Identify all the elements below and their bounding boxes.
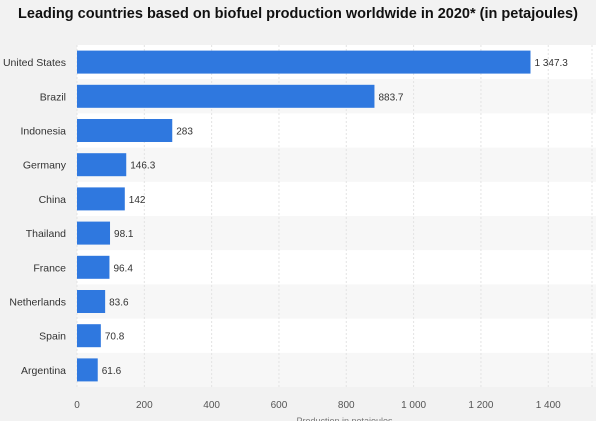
bar xyxy=(77,221,111,245)
bar xyxy=(77,84,375,108)
category-label: Germany xyxy=(23,160,67,172)
data-label: 98.1 xyxy=(114,229,134,240)
bar xyxy=(77,50,531,74)
category-label: France xyxy=(33,262,66,274)
x-tick-label: 400 xyxy=(203,400,220,411)
bar xyxy=(77,153,127,177)
row-stripe xyxy=(77,352,596,387)
bar xyxy=(77,119,173,142)
bar xyxy=(77,255,110,279)
x-tick-label: 1 200 xyxy=(468,400,493,411)
x-axis-title: Production in petajoules xyxy=(296,416,393,421)
category-label: China xyxy=(39,194,67,206)
data-label: 96.4 xyxy=(113,263,133,274)
data-label: 70.8 xyxy=(105,332,125,343)
x-tick-label: 600 xyxy=(271,400,288,411)
x-tick-label: 1 400 xyxy=(536,400,561,411)
row-stripe xyxy=(77,147,596,182)
data-label: 283 xyxy=(176,127,193,138)
category-label: Spain xyxy=(39,331,66,343)
chart-title: Leading countries based on biofuel produ… xyxy=(18,6,578,22)
x-tick-label: 800 xyxy=(338,400,355,411)
bar xyxy=(77,187,125,211)
data-label: 61.6 xyxy=(102,366,122,377)
data-label: 1 347.3 xyxy=(535,58,569,69)
data-label: 146.3 xyxy=(130,161,155,172)
category-label: Netherlands xyxy=(9,297,66,309)
bar xyxy=(77,290,106,313)
bar xyxy=(77,324,101,348)
bar xyxy=(77,358,98,382)
category-label: Thailand xyxy=(26,228,66,240)
x-tick-label: 0 xyxy=(74,400,80,411)
x-tick-label: 200 xyxy=(136,400,153,411)
x-tick-label: 1 000 xyxy=(401,400,426,411)
data-label: 83.6 xyxy=(109,298,129,309)
category-label: United States xyxy=(3,57,66,69)
row-stripe xyxy=(77,284,596,319)
category-label: Argentina xyxy=(21,365,66,377)
data-label: 142 xyxy=(129,195,146,206)
category-label: Indonesia xyxy=(20,126,66,138)
row-stripe xyxy=(77,216,596,251)
category-label: Brazil xyxy=(40,91,66,103)
data-label: 883.7 xyxy=(378,92,403,103)
